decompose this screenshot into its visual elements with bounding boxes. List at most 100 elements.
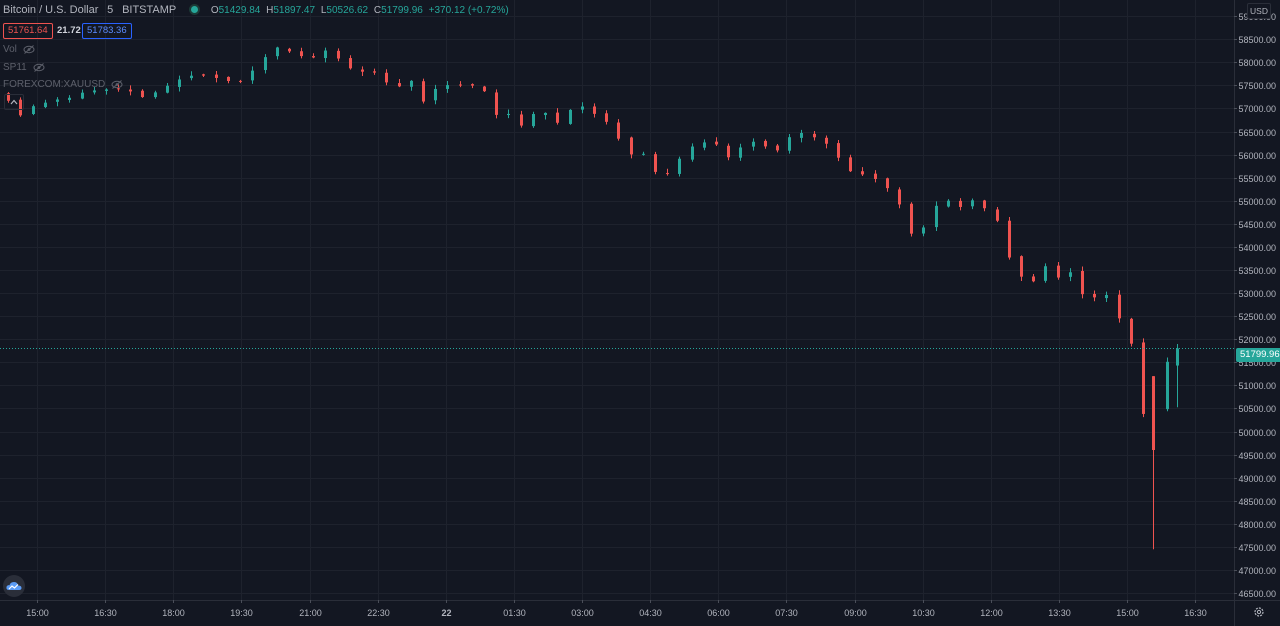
time-tick-label: 06:00 [707,608,730,618]
candle-body-down [837,143,840,158]
time-tick-label: 13:30 [1048,608,1071,618]
price-tick-label: 49000.00 [1238,474,1276,484]
candle-body-down [825,137,828,144]
price-tick-label: 54500.00 [1238,220,1276,230]
gear-icon[interactable] [1253,606,1265,618]
collapse-legend-button[interactable] [4,94,24,110]
currency-label[interactable]: USD [1247,3,1271,19]
eye-hidden-icon[interactable] [23,45,35,54]
candle-body-up [532,114,535,127]
price-tick-label: 56500.00 [1238,128,1276,138]
candle-body-up [752,141,755,147]
price-tick-label: 55000.00 [1238,197,1276,207]
candle-body-down [1130,318,1133,344]
cloud-logo-icon [6,582,22,590]
price-tick-label: 58000.00 [1238,58,1276,68]
candle-body-down [849,157,852,172]
candle-body-up [93,90,96,93]
study-label: Vol [3,44,17,55]
candle-body-down [520,114,523,126]
time-axis[interactable]: 15:00 16:30 18:00 19:30 21:00 22:30 22 01:30 03:… [0,600,1280,618]
time-tick-label: 22 [441,608,451,618]
price-tick-label: 50500.00 [1238,404,1276,414]
candle-body-up [935,205,938,228]
symbol-header[interactable]: Bitcoin / U.S. Dollar 5 BITSTAMP O51429.… [3,4,509,16]
price-axis-bg [1234,0,1280,626]
time-tick-label: 12:00 [980,608,1003,618]
candle-body-down [19,99,22,116]
study-label: FOREXCOM:XAUUSD [3,79,106,90]
price-tick-label: 53500.00 [1238,266,1276,276]
market-status-icon[interactable] [191,6,199,13]
candle-body-up [1105,295,1108,299]
close-value: 51799.96 [381,5,423,16]
study-sp11[interactable]: SP11 [3,62,45,73]
time-tick-label: 15:00 [26,608,49,618]
candle-body-down [666,173,669,175]
candle-body-down [141,90,144,98]
candle-body-down [776,145,779,151]
candle-body-down [1152,376,1155,450]
candle-body-down [593,106,596,114]
candle-body-up [1166,361,1169,410]
study-label: SP11 [3,62,27,73]
candle-body-up [922,227,925,234]
time-tick-label: 03:00 [571,608,594,618]
price-tick-label: 56000.00 [1238,151,1276,161]
candle-body-down [764,140,767,147]
candle-body-up [56,99,59,102]
symbol-title[interactable]: Bitcoin / U.S. Dollar [3,4,99,16]
price-tick-label: 49500.00 [1238,451,1276,461]
candle-body-up [678,158,681,174]
candle-body-down [886,178,889,189]
study-vol[interactable]: Vol [3,44,35,55]
time-tick-label: 16:30 [94,608,117,618]
candle-body-up [739,147,742,158]
candle-body-up [434,88,437,101]
price-tick-label: 46500.00 [1238,589,1276,599]
eye-hidden-icon[interactable] [111,80,123,89]
candle-body-down [7,93,10,101]
price-tick-label: 52500.00 [1238,312,1276,322]
candle-body-down [874,173,877,179]
candle-body-down [605,113,608,122]
price-tick-label: 50000.00 [1238,428,1276,438]
candle-body-up [703,142,706,148]
price-tick-label: 52000.00 [1238,335,1276,345]
candle-body-down [300,51,303,57]
study-xauusd[interactable]: FOREXCOM:XAUUSD [3,79,123,90]
candle-body-down [471,84,474,86]
tradingview-logo[interactable] [3,575,25,597]
candle-body-down [959,200,962,207]
candle-body-down [312,56,315,58]
candle-body-down [239,80,242,82]
sell-price-box[interactable]: 51761.64 [3,23,53,39]
candle-body-up [507,113,510,116]
candle-body-down [337,50,340,59]
candle-body-down [361,69,364,72]
candle-body-down [898,189,901,205]
candle-body-down [630,137,633,155]
interval-label[interactable]: 5 [107,4,114,16]
candle-body-up [190,75,193,79]
price-axis[interactable]: 59000.0058500.0058000.0057500.0057000.00… [1234,0,1280,626]
last-price-label: 51799.96 [1236,348,1280,362]
candle-body-down [715,141,718,145]
exchange-label: BITSTAMP [122,4,177,16]
price-tick-label: 55500.00 [1238,174,1276,184]
high-label: H [266,5,274,16]
candle-body-up [691,146,694,160]
candle-body-down [117,88,120,90]
candle-body-up [44,102,47,108]
candle-body-down [129,89,132,92]
eye-hidden-icon[interactable] [33,63,45,72]
buy-price-box[interactable]: 51783.36 [82,23,132,39]
price-tick-label: 53000.00 [1238,289,1276,299]
spread-value: 21.72 [57,25,81,36]
ohlc-values: O51429.84 H51897.47 L50526.62 C51799.96 … [211,5,509,16]
candle-body-down [813,133,816,138]
candle-body-up [544,112,547,116]
